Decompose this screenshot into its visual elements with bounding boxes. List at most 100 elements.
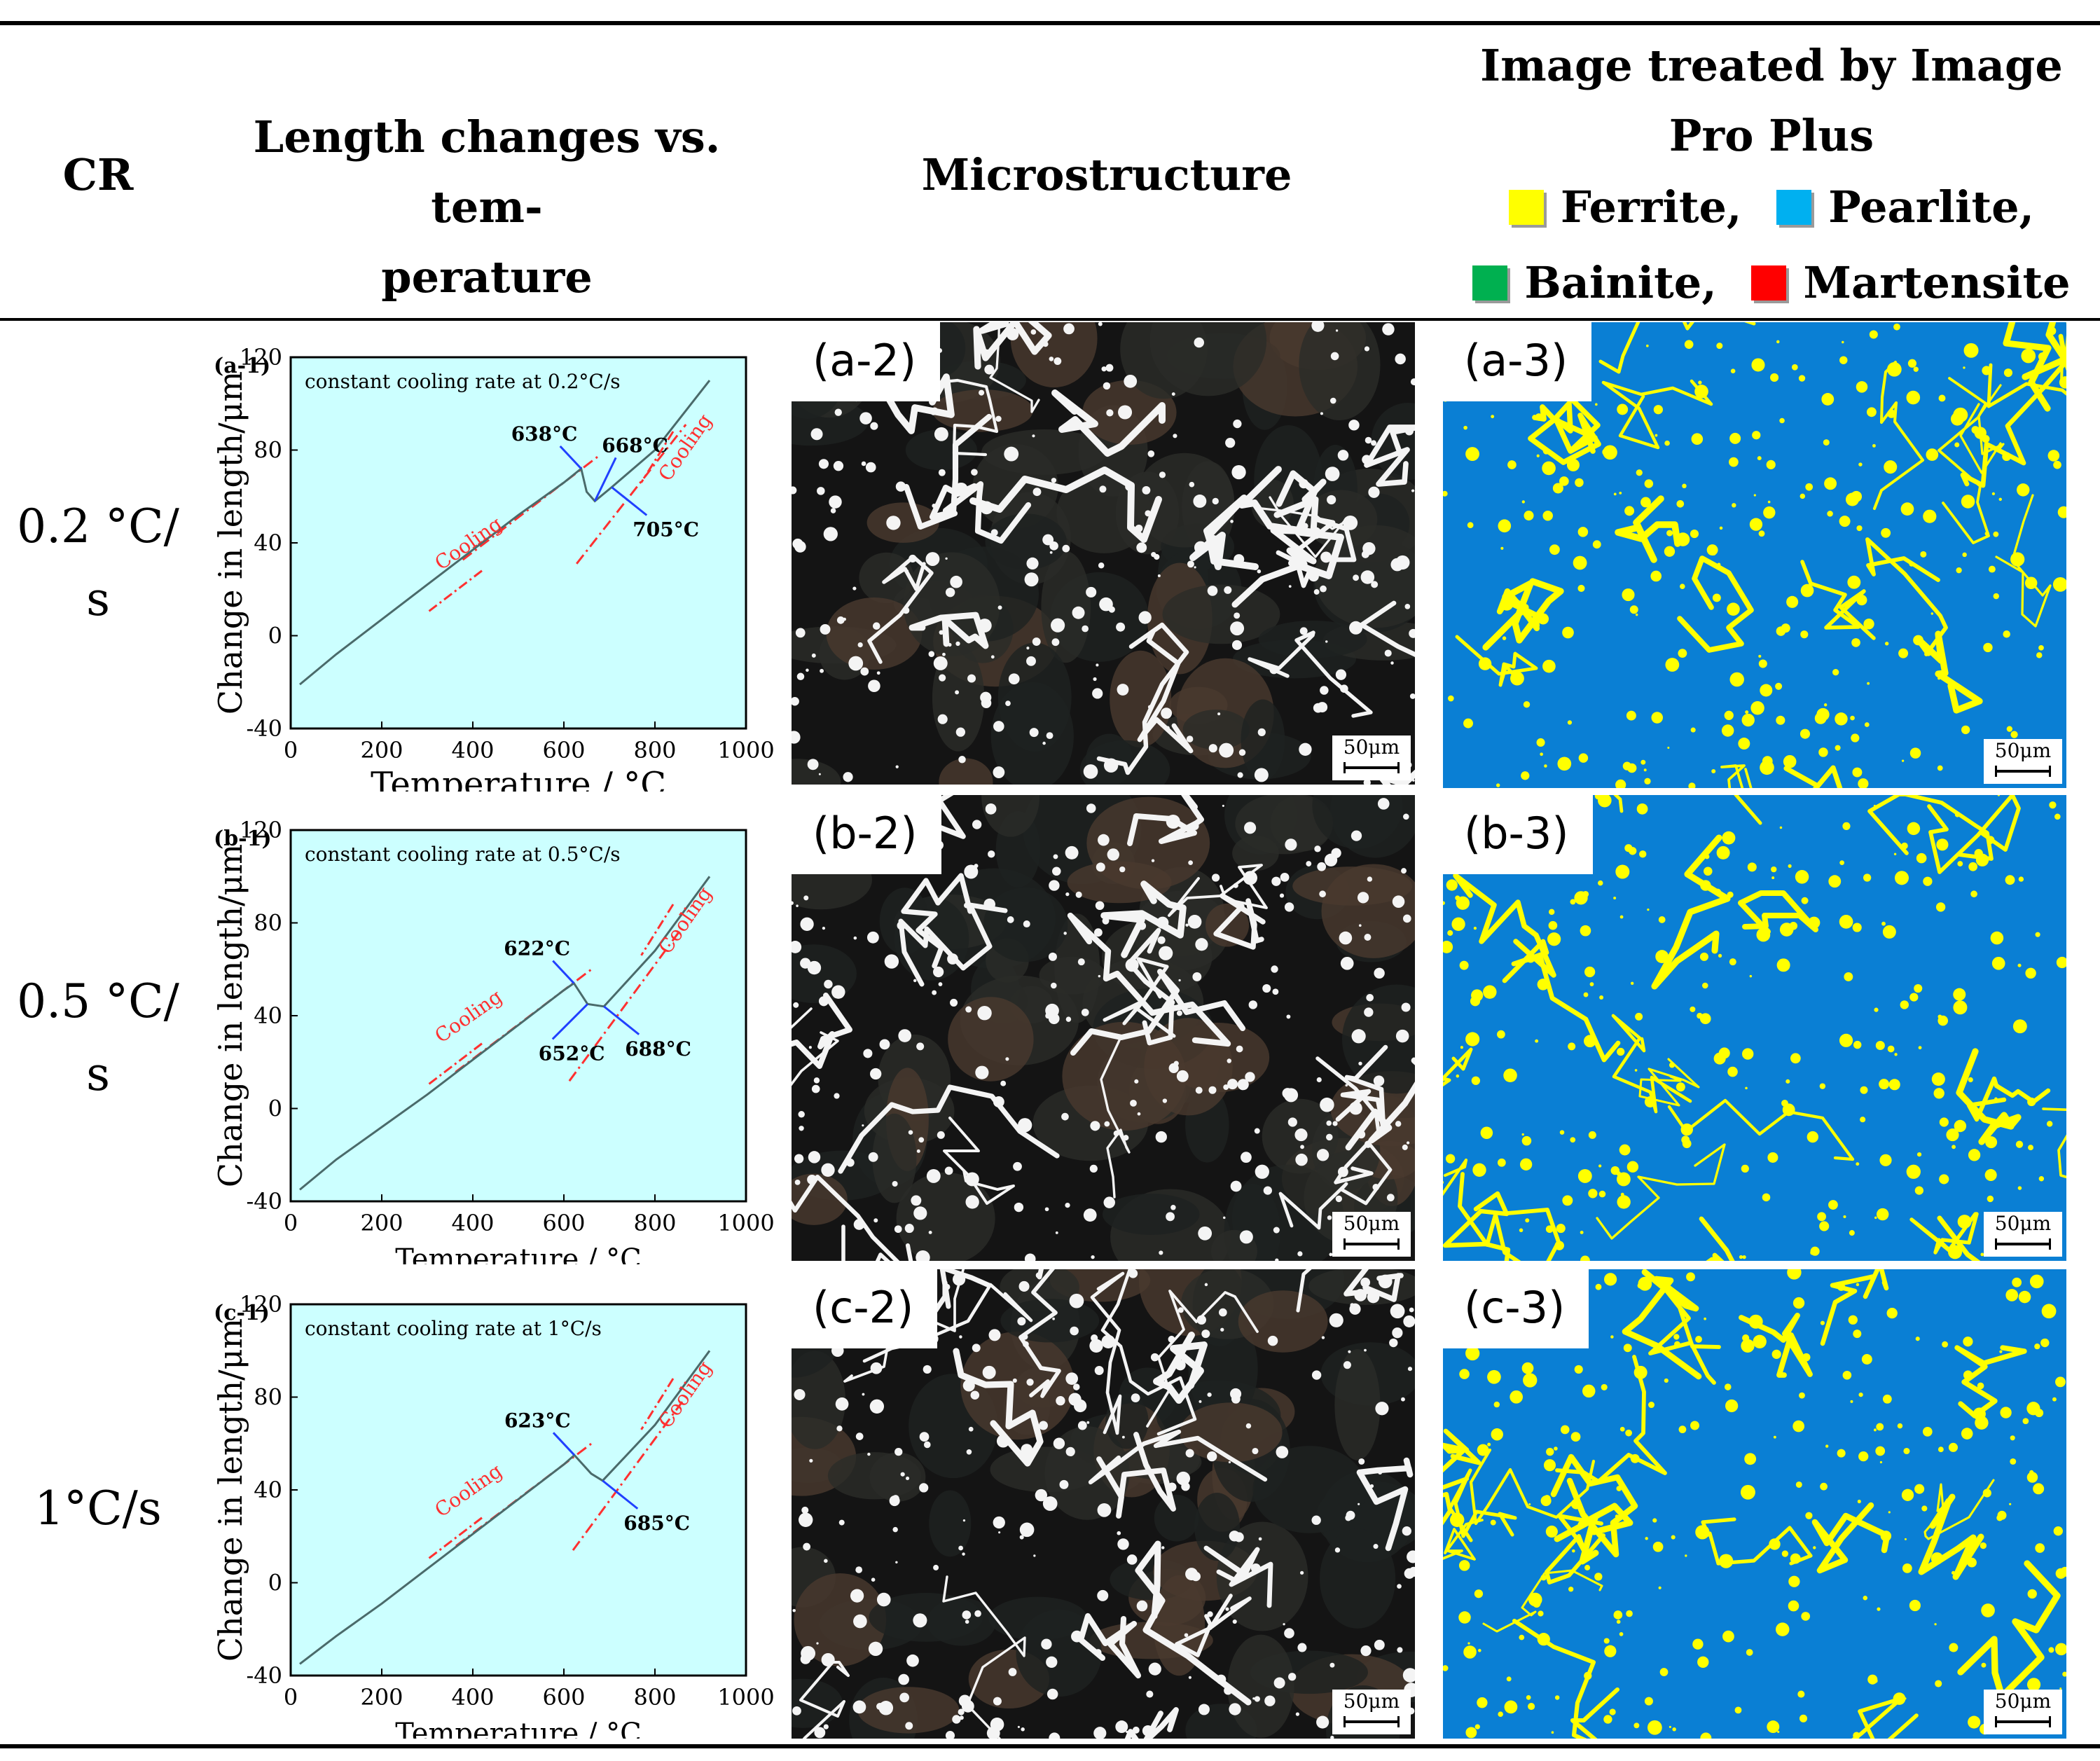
ferrite-particle	[1570, 1137, 1576, 1143]
ferrite-particle	[799, 1512, 813, 1527]
ferrite-particle	[1776, 958, 1790, 972]
ferrite-particle	[806, 668, 809, 672]
ferrite-particle	[834, 408, 842, 416]
legend-label-bainite: Bainite,	[1524, 257, 1717, 308]
ferrite-network	[1359, 600, 1415, 658]
phase-map-c-label: (c-3)	[1443, 1269, 1589, 1348]
ferrite-particle	[977, 619, 992, 633]
ferrite-particle	[1528, 1702, 1535, 1711]
ferrite-particle	[1577, 1168, 1592, 1183]
ferrite-particle	[1005, 700, 1011, 707]
ferrite-particle	[1727, 602, 1740, 616]
ferrite-particle	[1050, 982, 1057, 989]
ferrite-particle	[1367, 876, 1373, 882]
ferrite-particle	[1208, 744, 1217, 753]
ferrite-particle	[974, 864, 979, 869]
ferrite-particle	[1157, 574, 1161, 577]
ferrite-particle	[1562, 626, 1574, 639]
ferrite-network	[1648, 1283, 1721, 1385]
ferrite-particle	[1549, 544, 1560, 555]
scale-bar: 50μm	[1332, 1212, 1411, 1257]
ferrite-particle	[1893, 1692, 1906, 1705]
length-curve	[299, 1350, 711, 1665]
ferrite-particle	[859, 412, 872, 424]
ferrite-particle	[1942, 1341, 1949, 1348]
ferrite-particle	[1083, 764, 1098, 779]
ferrite-particle	[1937, 1446, 1944, 1453]
ferrite-particle	[807, 759, 819, 771]
ferrite-network	[1276, 470, 1327, 533]
ferrite-particle	[1026, 656, 1036, 666]
ferrite-particle	[1752, 431, 1761, 440]
ferrite-particle	[1923, 876, 1933, 886]
ferrite-particle	[972, 1344, 981, 1353]
ferrite-particle	[1644, 1096, 1656, 1107]
ferrite-particle	[1041, 1638, 1052, 1650]
ferrite-particle	[2010, 1435, 2015, 1441]
ferrite-particle	[928, 1230, 932, 1234]
ferrite-particle	[2030, 371, 2033, 375]
ferrite-particle	[1719, 1554, 1734, 1568]
ferrite-particle	[894, 1447, 903, 1456]
ferrite-particle	[1800, 583, 1814, 598]
ferrite-particle	[1664, 546, 1676, 557]
ferrite-particle	[1257, 569, 1262, 574]
ferrite-particle	[1788, 1112, 1792, 1116]
ferrite-particle	[1329, 397, 1336, 404]
ferrite-particle	[1568, 1587, 1574, 1592]
ferrite-particle	[1177, 1307, 1184, 1313]
ferrite-particle	[1150, 1353, 1159, 1362]
ferrite-particle	[2018, 876, 2024, 882]
ferrite-particle	[1168, 1063, 1179, 1073]
ferrite-particle	[1528, 1503, 1531, 1506]
ferrite-network	[1124, 1707, 1179, 1739]
ferrite-particle	[2053, 1526, 2063, 1536]
ferrite-particle	[1358, 924, 1362, 927]
ferrite-particle	[1053, 854, 1058, 859]
tangent-high	[572, 1401, 684, 1552]
ferrite-particle	[2048, 1647, 2054, 1653]
ferrite-particle	[1263, 1186, 1272, 1195]
ferrite-particle	[2036, 652, 2043, 658]
ferrite-particle	[1357, 892, 1369, 904]
ferrite-particle	[1881, 527, 1891, 538]
ferrite-particle	[1876, 1208, 1889, 1221]
ferrite-particle	[1913, 635, 1923, 646]
ferrite-particle	[1123, 1135, 1129, 1141]
legend-pearlite: Pearlite,	[1776, 171, 2034, 244]
ferrite-particle	[1762, 1193, 1771, 1202]
ferrite-network	[1364, 424, 1415, 487]
ferrite-particle	[895, 481, 906, 492]
ferrite-particle	[1207, 1611, 1213, 1617]
ferrite-particle	[1448, 695, 1454, 702]
ferrite-particle	[1284, 1628, 1294, 1638]
ferrite-particle	[1044, 1207, 1049, 1212]
ferrite-particle	[822, 927, 826, 930]
ferrite-particle	[866, 931, 879, 944]
ferrite-particle	[798, 1111, 805, 1118]
grain	[857, 1687, 960, 1734]
ferrite-particle	[953, 1273, 966, 1286]
ferrite-particle	[1402, 914, 1411, 923]
ferrite-particle	[916, 1149, 920, 1153]
ferrite-particle	[1701, 982, 1708, 989]
ferrite-particle	[1650, 570, 1662, 582]
ferrite-particle	[971, 469, 978, 476]
ferrite-particle	[1535, 1039, 1539, 1043]
ferrite-particle	[1998, 497, 2002, 502]
ferrite-particle	[894, 1225, 902, 1234]
ferrite-particle	[980, 691, 992, 703]
ferrite-particle	[1856, 525, 1863, 532]
grain	[792, 759, 841, 785]
ferrite-particle	[1792, 1420, 1805, 1432]
ferrite-particle	[1669, 1062, 1676, 1068]
ferrite-particle	[1510, 1390, 1524, 1404]
ferrite-particle	[1397, 1647, 1403, 1653]
ferrite-particle	[961, 1699, 974, 1713]
ferrite-network	[792, 993, 852, 1069]
ferrite-particle	[1640, 497, 1651, 508]
ferrite-particle	[1171, 392, 1175, 396]
ferrite-particle	[1852, 923, 1862, 932]
ferrite-network	[1502, 939, 1621, 1063]
ferrite-particle	[1212, 497, 1219, 505]
